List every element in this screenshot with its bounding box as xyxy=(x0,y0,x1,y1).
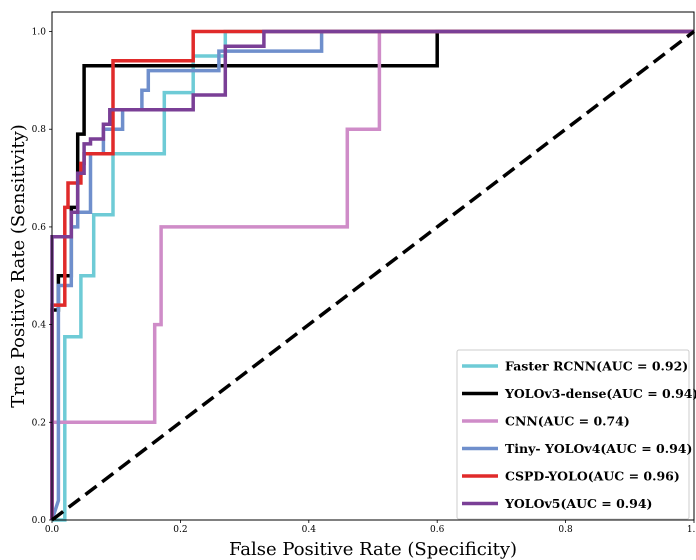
roc-curve-3 xyxy=(50,29,694,521)
roc-curve-5 xyxy=(50,29,694,520)
legend-label-0: Faster RCNN(AUC = 0.92) xyxy=(505,359,688,374)
legend-label-5: YOLOv5(AUC = 0.94) xyxy=(504,496,652,511)
chance-diagonal-line xyxy=(50,30,696,522)
roc-curve-2 xyxy=(50,29,694,520)
y-tick-label: 1.0 xyxy=(32,28,47,38)
x-axis-title: False Positive Rate (Specificity) xyxy=(229,539,517,560)
x-tick-label: 0.2 xyxy=(173,525,187,535)
y-tick-label: 0.4 xyxy=(32,321,47,331)
x-tick-label: 0.0 xyxy=(45,525,60,535)
legend-label-1: YOLOv3-dense(AUC = 0.94) xyxy=(504,386,696,401)
legend-label-4: CSPD-YOLO(AUC = 0.96) xyxy=(505,469,680,484)
legend: Faster RCNN(AUC = 0.92) YOLOv3-dense(AUC … xyxy=(456,349,696,520)
legend-label-3: Tiny- YOLOv4(AUC = 0.94) xyxy=(505,441,692,456)
legend-box xyxy=(456,349,690,520)
y-axis-ticks: 0.0 0.2 0.4 0.6 0.8 1.0 xyxy=(32,28,52,526)
x-tick-label: 0.8 xyxy=(558,525,573,535)
y-axis-title: True Positive Rate (Sensitivity) xyxy=(8,124,29,408)
x-tick-label: 1.0 xyxy=(687,525,696,535)
y-tick-label: 0.8 xyxy=(32,125,47,135)
series-layer xyxy=(50,29,694,522)
roc-curve-0 xyxy=(52,29,694,522)
x-tick-label: 0.6 xyxy=(430,525,445,535)
y-tick-label: 0.0 xyxy=(32,516,47,526)
x-tick-label: 0.4 xyxy=(302,525,317,535)
y-tick-label: 0.6 xyxy=(32,223,47,233)
plot-frame xyxy=(51,11,695,521)
legend-label-2: CNN(AUC = 0.74) xyxy=(505,414,630,429)
x-axis-ticks: 0.0 0.2 0.4 0.6 0.8 1.0 xyxy=(45,520,696,535)
y-tick-label: 0.2 xyxy=(32,418,46,428)
